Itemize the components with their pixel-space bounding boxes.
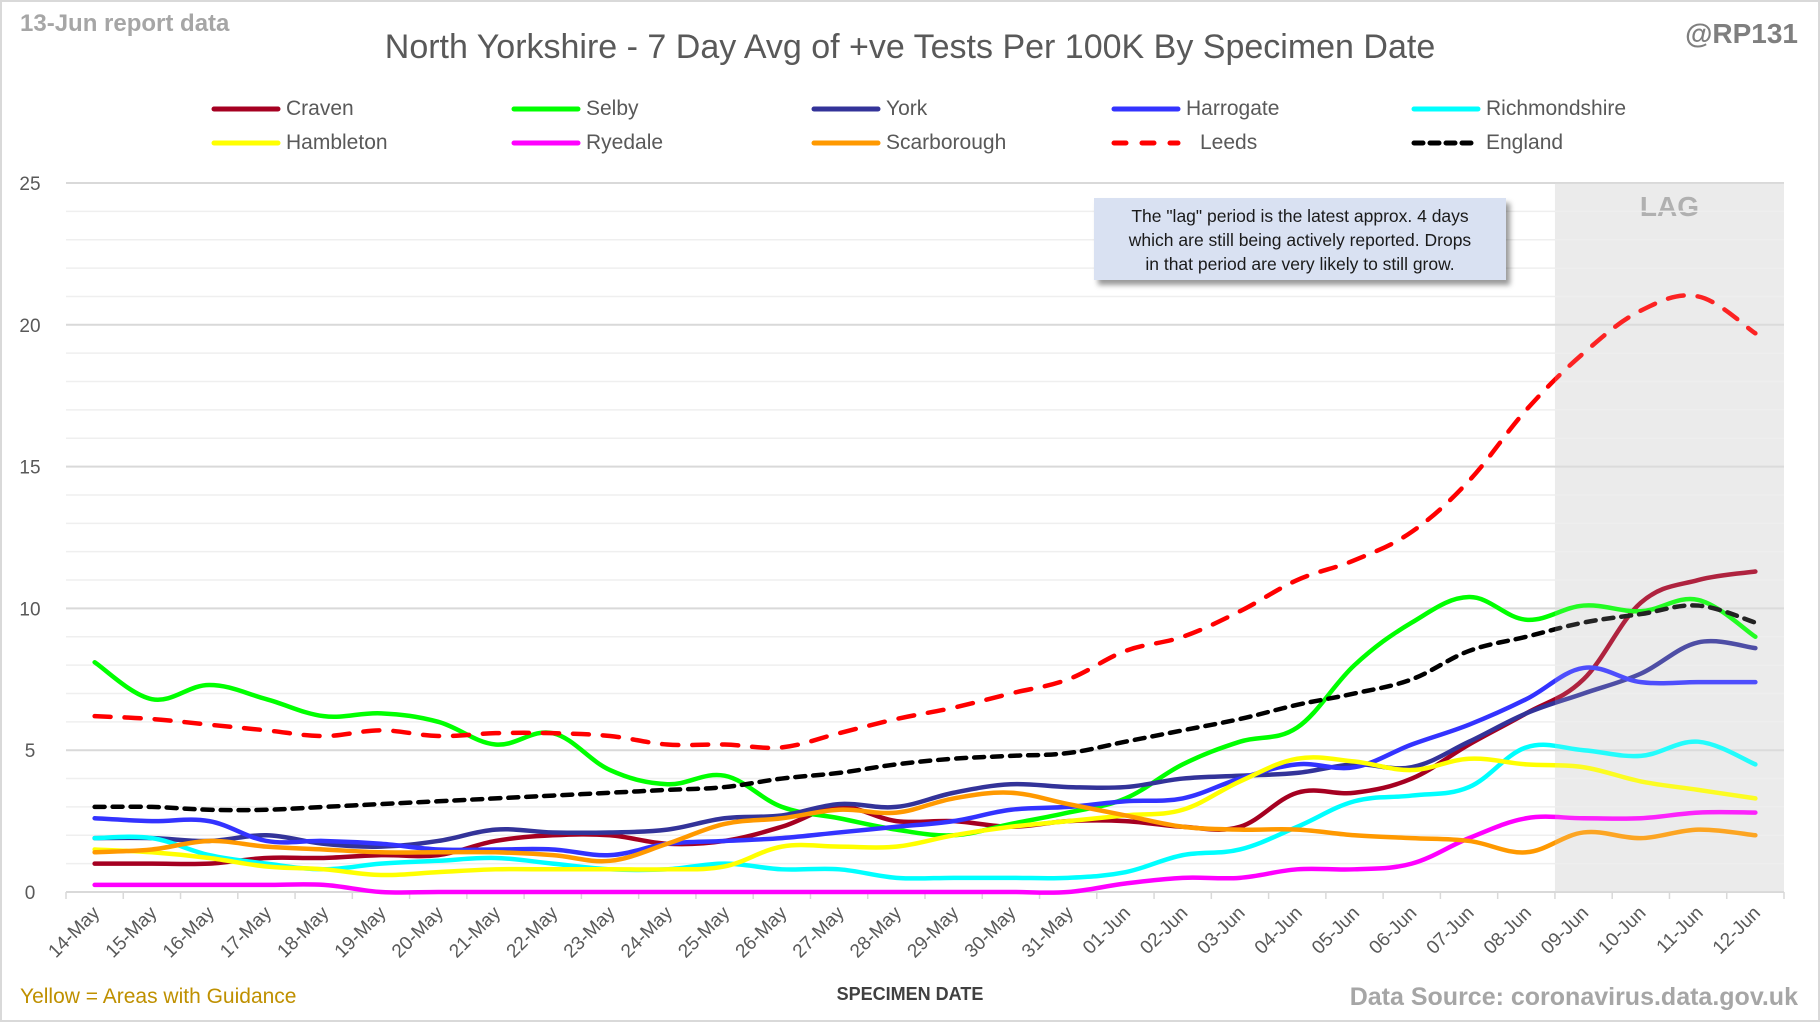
x-axis-title: SPECIMEN DATE [836, 984, 984, 1004]
legend-label: England [1486, 131, 1564, 154]
y-tick-label: 10 [19, 599, 40, 620]
legend-label: Selby [586, 97, 639, 120]
legend-item-york: York [810, 96, 1110, 122]
y-tick-label: 15 [19, 458, 40, 479]
x-tick-label: 14-May [45, 902, 105, 962]
legend-item-harrogate: Harrogate [1110, 96, 1410, 122]
legend-swatch-hambleton [211, 140, 281, 146]
y-tick-label: 25 [19, 174, 40, 195]
report-date-label: 13-Jun report data [20, 10, 230, 37]
y-tick-label: 20 [19, 316, 40, 337]
x-tick-label: 22-May [503, 902, 563, 962]
legend-label: Richmondshire [1486, 97, 1627, 120]
series-line-selby [92, 594, 1758, 838]
x-tick-label: 31-May [1018, 902, 1078, 962]
x-tick-label: 23-May [560, 902, 620, 962]
series-line-england [92, 603, 1758, 813]
series-line-harrogate [92, 665, 1758, 858]
x-tick-label: 02-Jun [1136, 903, 1192, 959]
x-tick-label: 01-Jun [1079, 903, 1135, 959]
legend-item-hambleton: Hambleton [210, 130, 510, 156]
legend: Craven Selby York Harrogate Richmondshire Ham… [210, 96, 1660, 156]
series-line-hambleton [92, 755, 1758, 878]
x-tick-label: 28-May [846, 902, 906, 962]
x-tick-label: 29-May [904, 902, 964, 962]
lag-region [1554, 183, 1784, 892]
legend-swatch-leeds [1111, 140, 1181, 146]
legend-item-scarborough: Scarborough [810, 130, 1110, 156]
series-line-ryedale [92, 809, 1758, 895]
x-tick-label: 12-Jun [1709, 903, 1765, 959]
x-tick-label: 05-Jun [1308, 903, 1364, 959]
legend-label: Scarborough [886, 131, 1007, 154]
x-tick-label: 06-Jun [1365, 903, 1421, 959]
annotation-line: in that period are very likely to still … [1145, 254, 1455, 274]
legend-swatch-york [811, 106, 881, 112]
legend-swatch-harrogate [1111, 106, 1181, 112]
data-source: Data Source: coronavirus.data.gov.uk [1349, 983, 1798, 1011]
legend-swatch-ryedale [511, 140, 581, 146]
x-tick-label: 18-May [274, 902, 334, 962]
x-tick-label: 04-Jun [1251, 903, 1307, 959]
x-tick-label: 08-Jun [1480, 903, 1536, 959]
series-line-york [92, 638, 1758, 849]
x-tick-label: 17-May [216, 902, 276, 962]
x-tick-label: 30-May [961, 902, 1021, 962]
y-tick-label: 5 [25, 741, 36, 762]
x-tick-label: 27-May [789, 902, 849, 962]
annotation-line: which are still being actively reported.… [1128, 230, 1472, 250]
legend-label: Harrogate [1186, 97, 1280, 120]
guidance-note: Yellow = Areas with Guidance [20, 985, 297, 1008]
legend-swatch-richmondshire [1411, 106, 1481, 112]
series-line-leeds [92, 293, 1758, 751]
legend-label: Leeds [1200, 131, 1258, 154]
x-tick-label: 24-May [617, 902, 677, 962]
x-tick-label: 25-May [674, 902, 734, 962]
x-tick-label: 20-May [388, 902, 448, 962]
legend-item-richmondshire: Richmondshire [1410, 96, 1710, 122]
x-tick-label: 26-May [732, 902, 792, 962]
x-tick-label: 10-Jun [1594, 903, 1650, 959]
lag-label: LAG [1640, 191, 1699, 222]
legend-swatch-craven [211, 106, 281, 112]
x-tick-label: 09-Jun [1537, 903, 1593, 959]
author-handle: @RP131 [1685, 18, 1798, 49]
legend-label: Hambleton [286, 131, 388, 154]
legend-item-ryedale: Ryedale [510, 130, 810, 156]
x-tick-label: 11-Jun [1653, 903, 1708, 958]
x-tick-label: 07-Jun [1423, 903, 1479, 959]
x-tick-label: 03-Jun [1194, 903, 1250, 959]
x-tick-label: 21-May [445, 902, 505, 962]
annotation-line: The "lag" period is the latest approx. 4… [1131, 206, 1469, 226]
legend-label: York [886, 97, 928, 120]
legend-swatch-scarborough [811, 140, 881, 146]
series-line-richmondshire [92, 739, 1758, 881]
legend-item-leeds: Leeds [1110, 130, 1410, 156]
legend-item-england: England [1410, 130, 1710, 156]
legend-item-craven: Craven [210, 96, 510, 122]
x-tick-label: 19-May [331, 902, 391, 962]
lag-annotation-box: The "lag" period is the latest approx. 4… [1094, 198, 1506, 280]
chart-title: North Yorkshire - 7 Day Avg of +ve Tests… [384, 28, 1436, 66]
legend-swatch-england [1411, 140, 1481, 146]
series-line-scarborough [92, 790, 1758, 864]
legend-label: Craven [286, 97, 354, 120]
x-tick-label: 15-May [102, 902, 162, 962]
x-tick-label: 16-May [159, 902, 219, 962]
y-tick-label: 0 [25, 883, 36, 904]
legend-swatch-selby [511, 106, 581, 112]
legend-item-selby: Selby [510, 96, 810, 122]
legend-label: Ryedale [586, 131, 664, 154]
lag-overlay [1554, 183, 1784, 892]
